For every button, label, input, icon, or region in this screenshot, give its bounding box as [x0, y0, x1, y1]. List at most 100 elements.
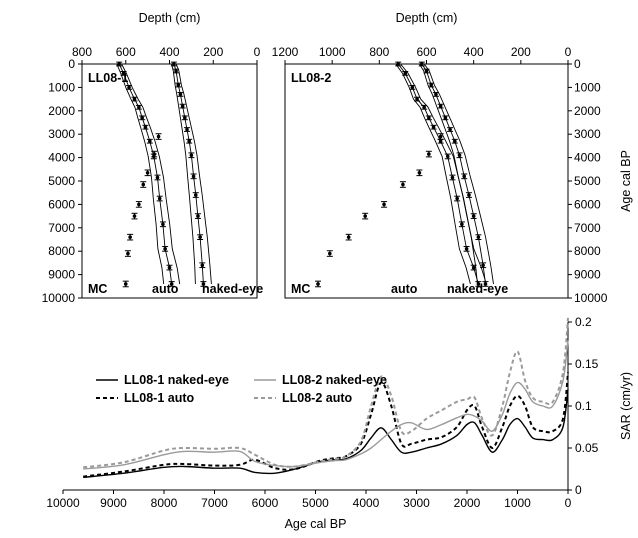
envelope-line — [423, 63, 494, 285]
data-point — [187, 139, 191, 144]
data-point — [117, 62, 121, 66]
y-tick-label: 0 — [574, 57, 581, 71]
x-tick-label: 800 — [369, 45, 389, 59]
data-point — [464, 247, 469, 251]
panel-label: LL08-2 — [291, 71, 331, 85]
y-axis-label: Age cal BP — [619, 150, 633, 212]
envelope-line — [171, 63, 196, 285]
legend-label: LL08-1 naked-eye — [124, 373, 229, 387]
y-tick-label: 9000 — [48, 268, 75, 282]
x-tick-label: 4000 — [353, 496, 380, 510]
y-tick-label: 5000 — [48, 174, 75, 188]
y-tick-label: 1000 — [574, 80, 601, 94]
data-point — [137, 105, 141, 110]
data-point — [137, 202, 141, 207]
x-tick-label: 9000 — [100, 496, 127, 510]
data-point — [126, 251, 130, 256]
data-point — [457, 153, 462, 158]
y-tick-label: 3000 — [48, 127, 75, 141]
data-point — [167, 265, 172, 270]
envelope-line — [121, 63, 181, 285]
series-line-ll08-1-naked-eye — [83, 389, 569, 479]
x-axis-label: Age cal BP — [285, 517, 347, 531]
data-point — [415, 97, 419, 101]
data-point — [455, 196, 459, 201]
x-tick-label: 400 — [464, 45, 484, 59]
x-tick-label: 600 — [416, 45, 436, 59]
data-point — [424, 69, 429, 73]
data-point — [169, 282, 174, 286]
y-tick-label: 1000 — [48, 80, 75, 94]
data-point — [193, 193, 198, 197]
envelope-line — [116, 63, 165, 285]
y-tick-label: 6000 — [574, 197, 601, 211]
data-point — [200, 263, 205, 268]
x-tick-label: 2000 — [454, 496, 481, 510]
x-tick-label: 600 — [116, 45, 136, 59]
data-point — [183, 116, 187, 120]
data-point — [434, 92, 438, 97]
series-auto — [116, 61, 181, 287]
data-point — [180, 104, 185, 108]
data-point — [467, 193, 471, 197]
data-point — [121, 71, 126, 76]
data-point — [382, 202, 386, 207]
data-point — [141, 182, 146, 187]
series-naked-eye — [170, 61, 212, 287]
data-point — [481, 263, 485, 268]
y-tick-label: 2000 — [574, 104, 601, 118]
envelope-line — [419, 63, 478, 285]
data-point — [443, 116, 448, 120]
y-tick-label: 0.05 — [575, 441, 599, 455]
y-axis-label: SAR (cm/yr) — [619, 372, 633, 440]
data-point — [453, 139, 457, 144]
annotation-mc: MC — [291, 282, 310, 296]
x-tick-label: 1000 — [504, 496, 531, 510]
y-tick-label: 10000 — [42, 291, 76, 305]
y-tick-label: 8000 — [48, 244, 75, 258]
data-point — [143, 125, 148, 129]
data-point — [462, 174, 467, 179]
x-tick-label: 0 — [254, 45, 261, 59]
data-point — [163, 247, 167, 251]
data-point — [145, 171, 150, 175]
series-mc — [122, 133, 162, 288]
envelope-line — [395, 63, 471, 285]
annotation-mc: MC — [88, 282, 107, 296]
data-point — [429, 83, 434, 87]
data-point — [178, 92, 183, 97]
data-point — [427, 116, 431, 120]
sar-line-chart: 10000 9000 8000 7000 6000 5000 4000 3000 2000 100… — [46, 315, 633, 531]
data-point — [445, 154, 450, 159]
data-point — [172, 62, 176, 66]
data-point — [363, 214, 367, 218]
y-tick-label: 0.15 — [575, 357, 599, 371]
series-auto — [395, 61, 487, 287]
data-point — [483, 282, 488, 286]
data-point — [132, 97, 137, 101]
annotation-auto: auto — [152, 282, 179, 296]
series-naked-eye — [418, 61, 494, 287]
data-point — [185, 127, 189, 132]
data-point — [198, 235, 202, 239]
x-tick-label: 5000 — [302, 496, 329, 510]
data-point — [127, 85, 131, 90]
legend-label: LL08-1 auto — [124, 391, 195, 405]
x-tick-label: 400 — [159, 45, 179, 59]
data-point — [448, 127, 452, 132]
x-axis-label: Depth (cm) — [139, 11, 201, 25]
data-point — [176, 83, 181, 87]
data-point — [155, 175, 160, 180]
data-point — [128, 235, 132, 239]
data-point — [132, 214, 137, 218]
x-tick-label: 8000 — [151, 496, 178, 510]
legend-label: LL08-2 auto — [282, 391, 353, 405]
x-tick-label: 200 — [511, 45, 531, 59]
annotation-naked-eye: naked-eye — [447, 282, 508, 296]
series-line-ll08-1-auto — [83, 372, 569, 478]
data-point — [403, 71, 408, 76]
data-point — [431, 125, 436, 129]
legend-label: LL08-2 naked-eye — [282, 373, 387, 387]
series-line-ll08-2-naked-eye — [83, 340, 569, 470]
